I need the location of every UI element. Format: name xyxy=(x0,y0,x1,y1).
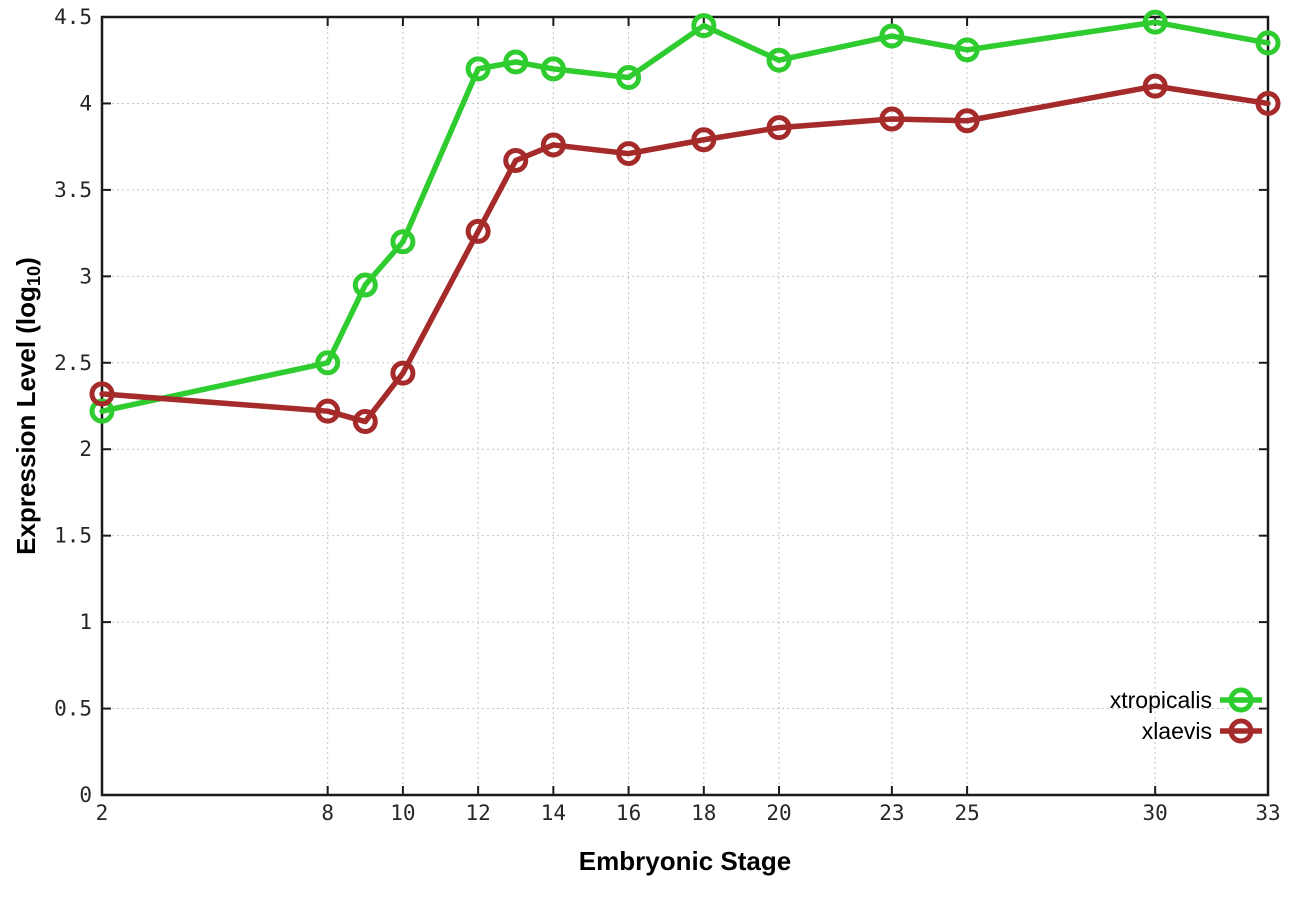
data-point-xtropicalis xyxy=(540,56,566,82)
y-tick-label: 4.5 xyxy=(54,5,92,29)
data-point-xtropicalis xyxy=(691,13,717,39)
data-point-xtropicalis xyxy=(503,49,529,75)
y-tick-label: 2 xyxy=(79,437,92,461)
data-point-xlaevis xyxy=(503,147,529,173)
data-point-xtropicalis xyxy=(390,229,416,255)
y-axis-title: Expression Level (log10) xyxy=(11,257,45,555)
x-tick-label: 2 xyxy=(96,801,109,825)
x-tick-label: 8 xyxy=(321,801,334,825)
y-axis-title-close: ) xyxy=(11,257,42,266)
data-point-xlaevis xyxy=(465,218,491,244)
x-axis-title: Embryonic Stage xyxy=(578,846,792,876)
y-axis-title-subscript: 10 xyxy=(23,265,44,287)
data-point-xtropicalis xyxy=(954,37,980,63)
y-tick-label: 0 xyxy=(79,783,92,807)
y-axis-title-text: Expression Level (log xyxy=(11,286,42,555)
y-tick-label: 3 xyxy=(79,264,92,288)
y-tick-label: 1 xyxy=(79,610,92,634)
x-tick-label: 30 xyxy=(1143,801,1168,825)
data-point-xlaevis xyxy=(691,127,717,153)
data-point-xlaevis xyxy=(352,409,378,435)
data-point-xtropicalis xyxy=(616,65,642,91)
data-point-xtropicalis xyxy=(766,47,792,73)
series-line-xtropicalis xyxy=(99,19,1271,414)
y-tick-label: 0.5 xyxy=(54,697,92,721)
y-tick-label: 3.5 xyxy=(54,178,92,202)
y-tick-label: 4 xyxy=(79,91,92,115)
x-tick-label: 12 xyxy=(465,801,490,825)
data-point-xtropicalis xyxy=(352,272,378,298)
data-point-xtropicalis xyxy=(315,350,341,376)
legend-sample-marker-xtropicalis xyxy=(1228,687,1254,713)
x-tick-label: 20 xyxy=(766,801,791,825)
data-point-xtropicalis xyxy=(879,23,905,49)
y-tick-label: 1.5 xyxy=(54,524,92,548)
data-point-xlaevis xyxy=(1255,90,1281,116)
x-tick-label: 33 xyxy=(1255,801,1280,825)
data-point-xtropicalis xyxy=(465,56,491,82)
data-point-xlaevis xyxy=(766,115,792,141)
legend-sample-marker-xlaevis xyxy=(1228,718,1254,744)
data-point-xlaevis xyxy=(89,381,115,407)
x-tick-label: 10 xyxy=(390,801,415,825)
x-tick-label: 16 xyxy=(616,801,641,825)
x-tick-label: 18 xyxy=(691,801,716,825)
data-point-xlaevis xyxy=(954,108,980,134)
data-point-xlaevis xyxy=(315,398,341,424)
x-tick-label: 25 xyxy=(954,801,979,825)
data-point-xlaevis xyxy=(879,106,905,132)
data-point-xlaevis xyxy=(540,132,566,158)
data-point-xlaevis xyxy=(390,360,416,386)
x-tick-label: 23 xyxy=(879,801,904,825)
y-tick-label: 2.5 xyxy=(54,351,92,375)
data-point-xtropicalis xyxy=(89,398,115,424)
data-point-xlaevis xyxy=(1142,73,1168,99)
x-tick-label: 14 xyxy=(541,801,566,825)
data-point-xtropicalis xyxy=(1255,30,1281,56)
legend-label-xlaevis: xlaevis xyxy=(1142,718,1212,744)
data-point-xlaevis xyxy=(616,141,642,167)
legend-label-xtropicalis: xtropicalis xyxy=(1110,687,1212,713)
data-point-xtropicalis xyxy=(1142,9,1168,35)
